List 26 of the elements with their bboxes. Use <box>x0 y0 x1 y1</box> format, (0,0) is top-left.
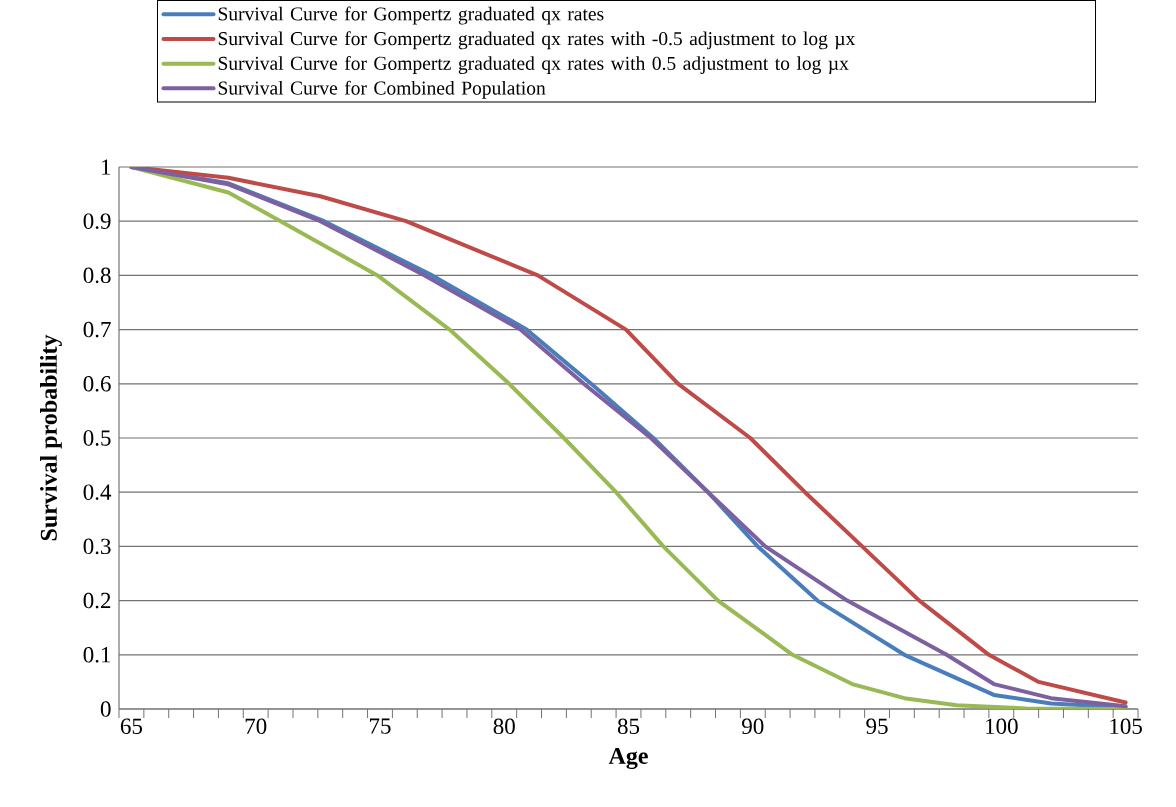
y-tick-label: 0.7 <box>83 321 111 338</box>
y-tick-label: 0.3 <box>83 538 111 555</box>
x-axis-title: Age <box>608 747 648 770</box>
x-tick-label: 70 <box>245 718 267 735</box>
legend-label: Survival Curve for Gompertz graduated qx rates <box>218 6 604 25</box>
y-tick-label: 0.4 <box>83 484 112 501</box>
y-tick-label: 0.2 <box>83 592 111 609</box>
legend-label: Survival Curve for Gompertz graduated qx rates with -0.5 adjustment to log µx <box>218 31 856 50</box>
x-tick-label: 65 <box>120 718 143 734</box>
y-tick-label: 0.8 <box>83 267 111 284</box>
legend-label: Survival Curve for Gompertz graduated qx rates with 0.5 adjustment to log µx <box>218 56 849 74</box>
x-tick-label: 105 <box>1110 718 1142 735</box>
y-tick-label: 0.6 <box>83 375 111 392</box>
legend-label: Survival Curve for Combined Population <box>218 80 546 99</box>
y-axis-title: Survival probability <box>40 334 62 541</box>
y-tick-label: 1 <box>101 159 111 175</box>
x-tick-label: 100 <box>986 718 1018 735</box>
y-tick-label: 0.1 <box>83 646 111 663</box>
y-tick-label: 0.5 <box>83 430 111 446</box>
y-tick-label: 0.9 <box>83 213 111 230</box>
x-tick-label: 75 <box>369 718 391 734</box>
x-tick-label: 80 <box>493 718 515 735</box>
x-tick-label: 85 <box>617 718 640 735</box>
y-tick-label: 0 <box>100 701 111 717</box>
x-tick-label: 95 <box>866 718 888 734</box>
x-tick-label: 90 <box>742 718 764 735</box>
